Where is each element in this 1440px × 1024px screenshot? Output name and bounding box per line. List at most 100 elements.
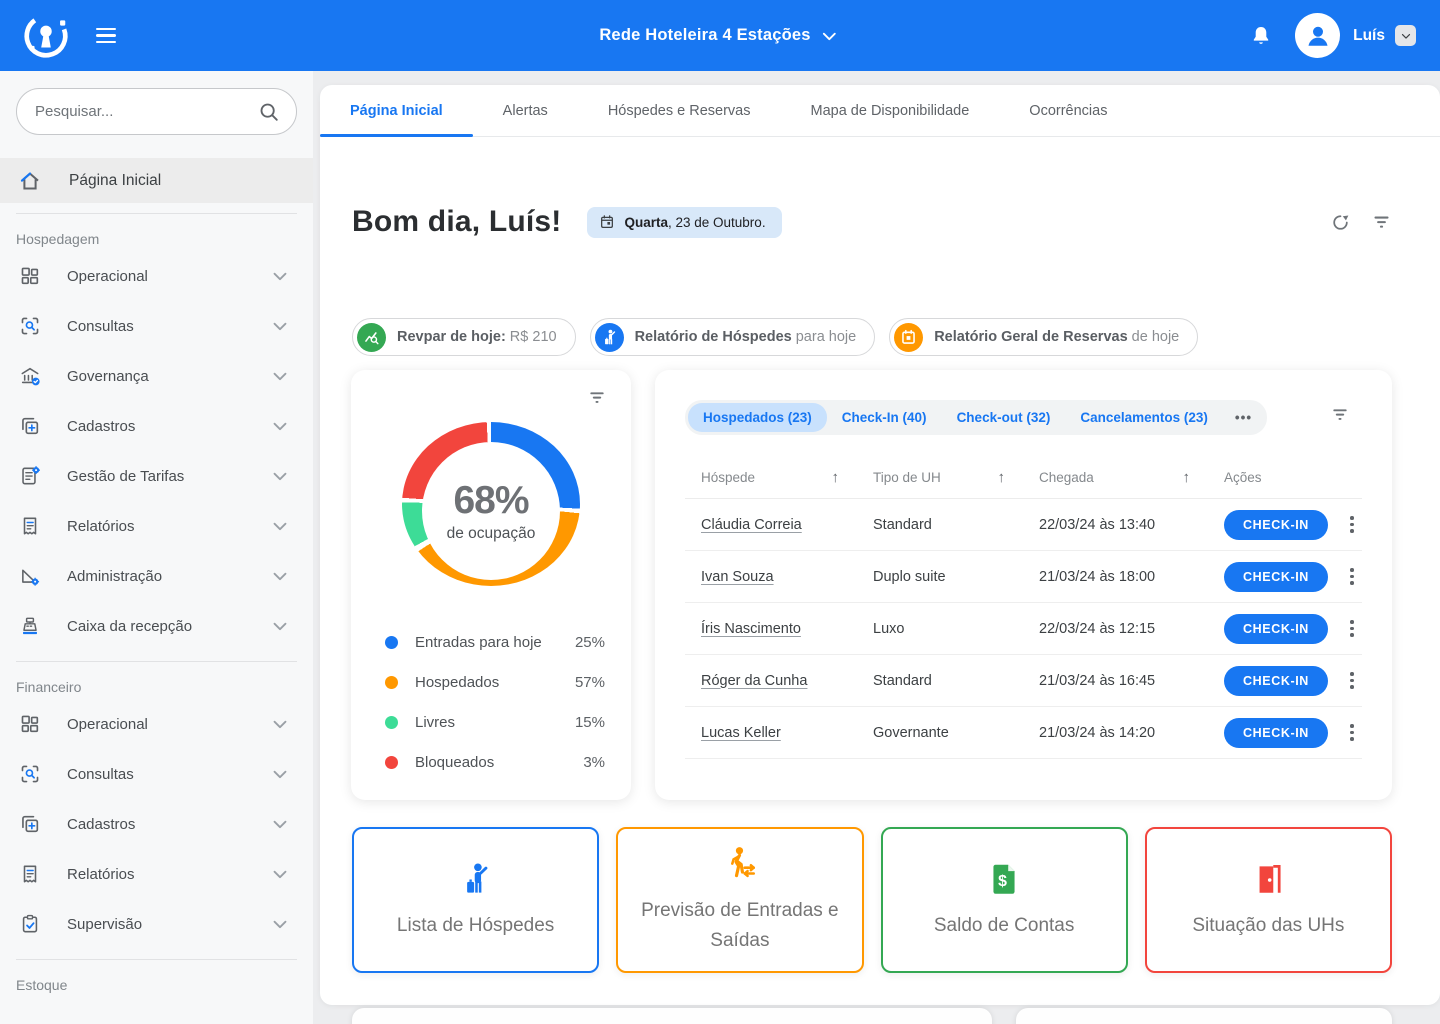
sidebar-item-label: Cadastros <box>67 815 136 833</box>
sidebar-item-fin-cadastros[interactable]: Cadastros <box>0 799 313 849</box>
sort-arrow-icon[interactable]: ↑ <box>997 469 1006 486</box>
hotel-network-selector[interactable]: Rede Hoteleira 4 Estações <box>599 25 840 47</box>
uh-type: Governante <box>873 724 949 741</box>
check-in-button[interactable]: CHECK-IN <box>1224 561 1328 592</box>
ruler-gear-icon <box>19 565 41 587</box>
check-in-button[interactable]: CHECK-IN <box>1224 665 1328 696</box>
revpar-pill[interactable]: Revpar de hoje: R$ 210 <box>352 318 576 356</box>
legend-value: 3% <box>583 753 605 771</box>
calendar-icon <box>599 214 615 230</box>
avatar[interactable] <box>1295 13 1341 58</box>
guest-name-link[interactable]: Ivan Souza <box>701 568 774 585</box>
chip-hospedados[interactable]: Hospedados (23) <box>688 403 827 432</box>
sort-arrow-icon[interactable]: ↑ <box>1182 469 1191 486</box>
search-input[interactable] <box>35 103 258 120</box>
more-chips-icon[interactable]: ••• <box>1223 403 1264 432</box>
guest-name-link[interactable]: Lucas Keller <box>701 724 781 741</box>
chevron-down-icon <box>269 615 291 637</box>
sidebar-item-fin-relatorios[interactable]: Relatórios <box>0 849 313 899</box>
chevron-down-icon <box>269 863 291 885</box>
refresh-icon[interactable] <box>1330 212 1351 233</box>
tab-hospedes-e-reservas[interactable]: Hóspedes e Reservas <box>607 102 751 119</box>
chevron-down-icon <box>269 763 291 785</box>
sidebar-item-pagina-inicial[interactable]: Página Inicial <box>0 158 313 203</box>
row-menu-icon[interactable] <box>1346 668 1358 693</box>
scan-search-icon <box>19 763 41 785</box>
in-out-forecast-icon <box>721 845 759 883</box>
guest-list-icon <box>457 860 495 898</box>
sidebar-item-supervisao[interactable]: Supervisão <box>0 899 313 949</box>
receipt-icon <box>19 863 41 885</box>
column-header: Hóspede <box>701 470 756 485</box>
table-filter-chips: Hospedados (23) Check-In (40) Check-out … <box>685 400 1362 435</box>
table-row: Ivan Souza Duplo suite 21/03/24 às 18:00… <box>685 551 1362 603</box>
pill-label: Relatório Geral de Reservas de hoje <box>934 329 1180 345</box>
chevron-down-icon <box>269 565 291 587</box>
guest-name-link[interactable]: Íris Nascimento <box>701 620 801 637</box>
check-in-button[interactable]: CHECK-IN <box>1224 613 1328 644</box>
chip-cancelamentos[interactable]: Cancelamentos (23) <box>1065 403 1223 432</box>
sidebar-item-fin-operacional[interactable]: Operacional <box>0 699 313 749</box>
legend-item: Entradas para hoje 25% <box>385 622 607 662</box>
sidebar-item-governanca[interactable]: Governança <box>0 351 313 401</box>
saldo-de-contas-card[interactable]: Saldo de Contas <box>880 827 1128 973</box>
legend-value: 25% <box>574 633 605 651</box>
sidebar-search[interactable] <box>16 88 297 135</box>
tab-alertas[interactable]: Alertas <box>502 102 548 119</box>
user-menu-chevron-icon[interactable] <box>1395 25 1416 46</box>
app-logo-icon[interactable] <box>20 10 72 62</box>
sidebar-item-relatorios[interactable]: Relatórios <box>0 501 313 551</box>
previsao-entradas-saidas-card[interactable]: Previsão de Entradas e Saídas <box>616 827 864 973</box>
sidebar-item-caixa-da-recepcao[interactable]: Caixa da recepção <box>0 601 313 651</box>
row-menu-icon[interactable] <box>1346 564 1358 589</box>
reservations-report-pill[interactable]: Relatório Geral de Reservas de hoje <box>889 318 1199 356</box>
sort-arrow-icon[interactable]: ↑ <box>831 469 840 486</box>
table-row: Róger da Cunha Standard 21/03/24 às 16:4… <box>685 655 1362 707</box>
hotel-network-title: Rede Hoteleira 4 Estações <box>599 26 811 44</box>
chip-check-in[interactable]: Check-In (40) <box>827 403 942 432</box>
search-icon[interactable] <box>258 101 280 123</box>
guest-name-link[interactable]: Cláudia Correia <box>701 516 802 533</box>
filter-icon[interactable] <box>1330 405 1350 425</box>
lista-de-hospedes-card[interactable]: Lista de Hóspedes <box>352 827 600 973</box>
legend-dot <box>385 675 398 689</box>
tab-pagina-inicial[interactable]: Página Inicial <box>320 85 473 137</box>
date-badge: Quarta, 23 de Outubro. <box>587 206 782 238</box>
occupancy-label: de ocupação <box>446 525 536 542</box>
menu-icon[interactable] <box>96 26 122 46</box>
sidebar-item-consultas[interactable]: Consultas <box>0 301 313 351</box>
occupancy-value: 68% <box>453 479 529 522</box>
sidebar-item-label: Governança <box>67 367 149 385</box>
sidebar-item-label: Operacional <box>67 267 148 285</box>
guest-report-pill[interactable]: Relatório de Hóspedes para hoje <box>589 318 876 356</box>
chip-check-out[interactable]: Check-out (32) <box>942 403 1066 432</box>
action-card-label: Lista de Hóspedes <box>396 914 555 936</box>
row-menu-icon[interactable] <box>1346 512 1358 537</box>
tab-mapa-de-disponibilidade[interactable]: Mapa de Disponibilidade <box>810 102 970 119</box>
sidebar-item-administracao[interactable]: Administração <box>0 551 313 601</box>
check-in-button[interactable]: CHECK-IN <box>1224 509 1328 540</box>
legend-label: Hospedados <box>415 673 500 691</box>
situacao-das-uhs-card[interactable]: Situação das UHs <box>1144 827 1392 973</box>
tab-ocorrencias[interactable]: Ocorrências <box>1029 102 1108 119</box>
row-menu-icon[interactable] <box>1346 616 1358 641</box>
check-in-button[interactable]: CHECK-IN <box>1224 717 1328 748</box>
chevron-down-icon <box>269 265 291 287</box>
row-menu-icon[interactable] <box>1346 720 1358 745</box>
notifications-bell-icon[interactable] <box>1249 24 1273 48</box>
sidebar-item-label: Administração <box>67 567 163 585</box>
copy-plus-icon <box>19 415 41 437</box>
action-card-label: Situação das UHs <box>1192 914 1345 936</box>
guest-name-link[interactable]: Róger da Cunha <box>701 672 808 689</box>
quick-actions-row: Lista de Hóspedes Previsão de Entradas e… <box>352 827 1392 973</box>
sidebar-item-fin-consultas[interactable]: Consultas <box>0 749 313 799</box>
legend-dot <box>385 635 398 649</box>
legend-item: Bloqueados 3% <box>385 742 607 782</box>
arrival-time: 21/03/24 às 18:00 <box>1039 568 1156 585</box>
arrival-time: 22/03/24 às 13:40 <box>1039 516 1156 533</box>
sidebar-item-operacional[interactable]: Operacional <box>0 251 313 301</box>
filter-icon[interactable] <box>587 388 607 408</box>
sidebar-item-cadastros[interactable]: Cadastros <box>0 401 313 451</box>
filter-icon[interactable] <box>1371 212 1392 233</box>
sidebar-item-gestao-de-tarifas[interactable]: Gestão de Tarifas <box>0 451 313 501</box>
